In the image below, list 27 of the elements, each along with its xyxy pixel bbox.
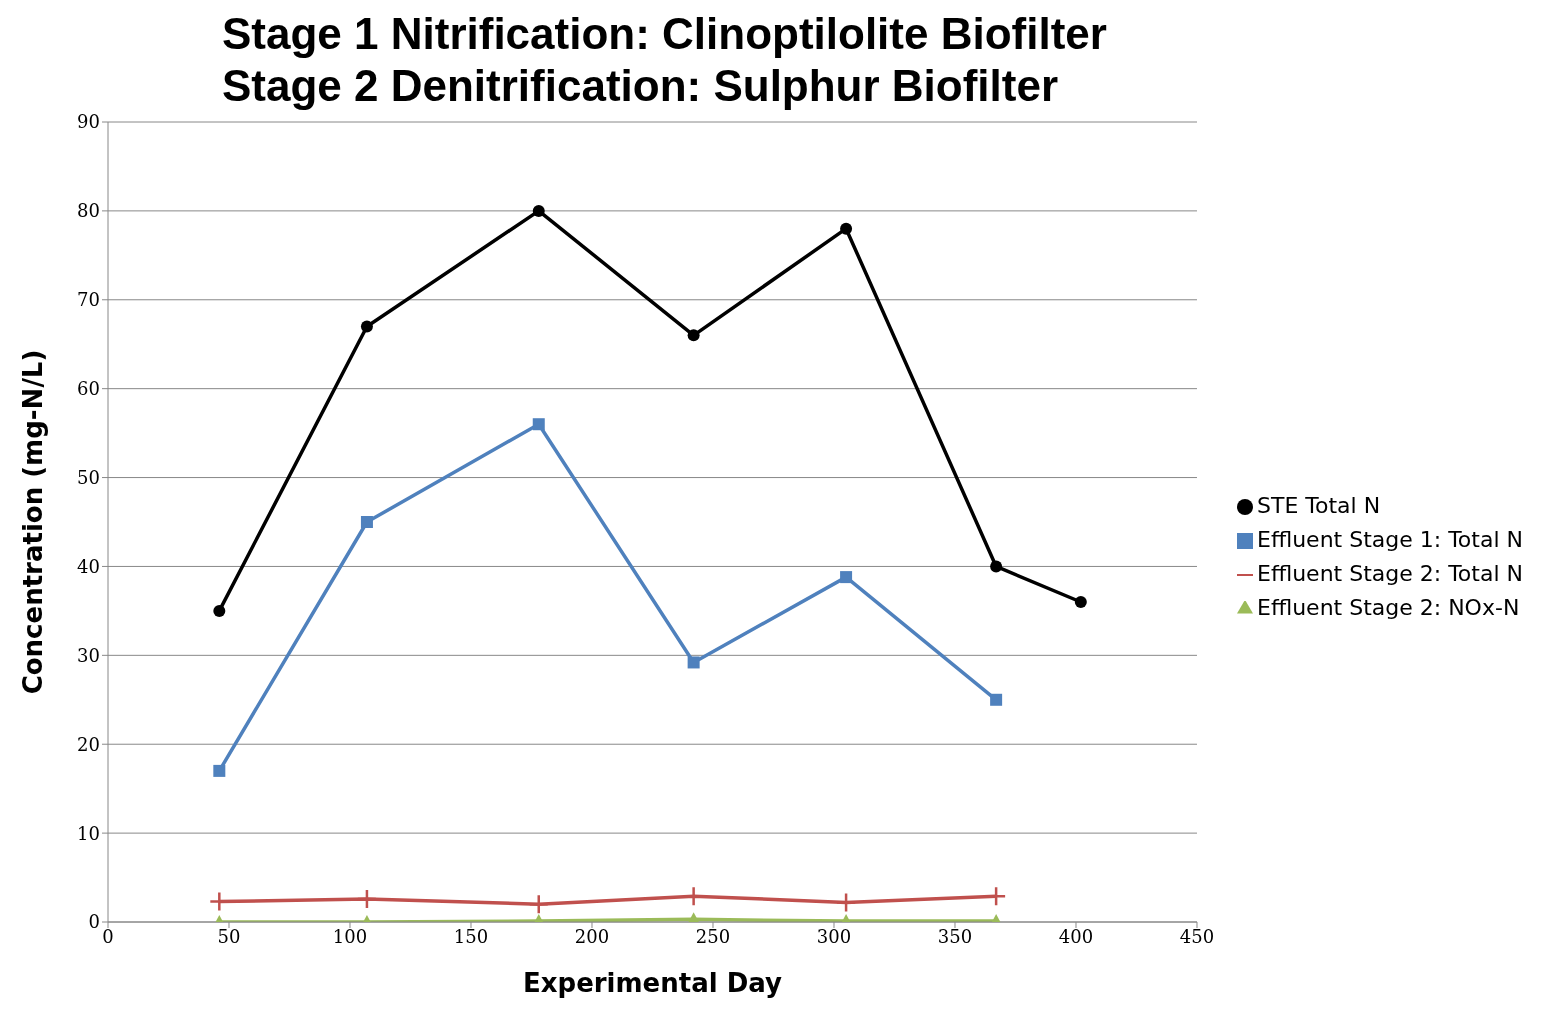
y-tick-label: 90	[77, 111, 100, 133]
x-tick-label: 300	[816, 925, 852, 947]
x-tick-label: 100	[332, 925, 368, 947]
x-tick-label: 250	[695, 925, 731, 947]
x-tick-label: 200	[574, 925, 610, 947]
y-tick-label: 10	[77, 822, 100, 844]
y-tick-label: 60	[77, 378, 100, 400]
x-tick-label: 150	[453, 925, 489, 947]
y-tick-label: 0	[88, 911, 100, 933]
x-tick-label: 0	[102, 925, 114, 947]
x-axis-title: Experimental Day	[523, 968, 783, 998]
y-tick-label: 20	[77, 733, 100, 755]
legend-label: Effluent Stage 1: Total N	[1256, 527, 1523, 552]
x-tick-label: 400	[1058, 925, 1094, 947]
legend-label: Effluent Stage 2: NOx-N	[1256, 595, 1520, 620]
y-tick-label: 40	[77, 555, 100, 577]
chart-title: Stage 1 Nitrification: Clinoptilolite Biofilter Stage 2 Denitrification: Sulphur Biofilter	[222, 8, 1108, 112]
y-tick-label: 30	[77, 644, 100, 666]
x-tick-label: 450	[1179, 925, 1215, 947]
legend-label: STE Total N	[1256, 493, 1381, 518]
y-tick-label: 70	[77, 289, 100, 311]
y-tick-label: 80	[77, 200, 100, 222]
x-tick-label: 350	[937, 925, 973, 947]
legend-label: Effluent Stage 2: Total N	[1256, 561, 1523, 586]
y-tick-label: 50	[77, 466, 100, 488]
y-axis-title: Concentration (mg-N/L)	[18, 349, 49, 695]
x-tick-label: 50	[217, 925, 241, 947]
